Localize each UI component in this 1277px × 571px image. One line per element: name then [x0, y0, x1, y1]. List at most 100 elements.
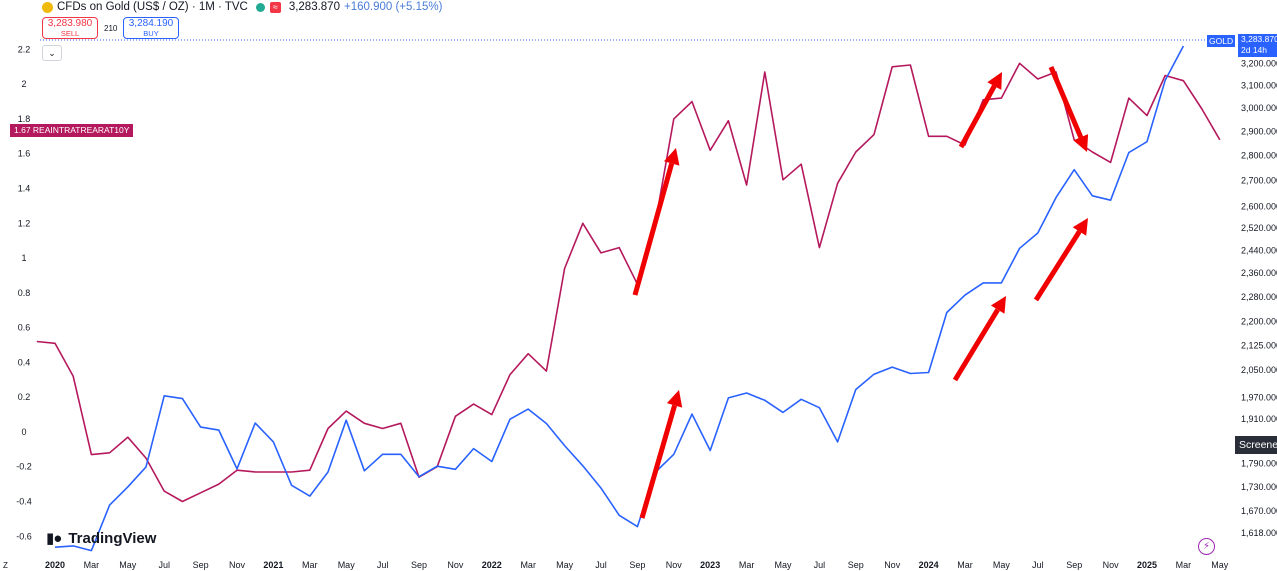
chevron-down-icon[interactable]: ⌄: [42, 45, 62, 61]
left-tick-label: -0.4: [16, 497, 32, 507]
time-tick-label: 2021: [263, 560, 283, 570]
time-tick-label: Mar: [1176, 560, 1192, 570]
annotation-layer: [632, 66, 1089, 519]
spread-value: 210: [104, 24, 118, 33]
annotation-arrow-up: [632, 148, 680, 296]
left-tick-label: 0.6: [18, 323, 31, 333]
left-tick-label: 2.2: [18, 44, 31, 54]
time-axis[interactable]: 2020 Mar May Jul Sep Nov 2021 Mar May Jul Sep Nov 20…: [45, 560, 1229, 570]
right-tick-label: 1,730.000: [1241, 482, 1277, 492]
right-tick-label: 2,800.000: [1241, 151, 1277, 161]
right-tick-label: 1,970.000: [1241, 393, 1277, 403]
right-tick-label: 2,440.000: [1241, 245, 1277, 255]
screener-button[interactable]: Screener: [1235, 436, 1277, 454]
gold-coin-icon: [42, 1, 53, 13]
left-tick-label: 1.8: [18, 114, 31, 124]
time-tick-label: Nov: [666, 560, 683, 570]
gold-series-line: [54, 45, 1185, 552]
gold-price-value: 3,283.870: [1241, 34, 1277, 44]
right-tick-label: 2,360.000: [1241, 268, 1277, 278]
right-tick-label: 2,600.000: [1241, 202, 1277, 212]
right-tick-label: 1,670.000: [1241, 506, 1277, 516]
right-tick-label: 3,100.000: [1241, 81, 1277, 91]
time-tick-label: May: [774, 560, 792, 570]
time-tick-label: Jul: [1032, 560, 1044, 570]
time-tick-label: 2023: [700, 560, 720, 570]
time-tick-label: May: [119, 560, 137, 570]
sell-button[interactable]: 3,283.980 SELL: [42, 17, 98, 39]
right-axis[interactable]: 3,200.000 3,100.000 3,000.000 2,900.000 2,80…: [1241, 59, 1277, 538]
annotation-arrow-up: [958, 72, 1002, 149]
annotation-arrow-down: [1048, 66, 1089, 152]
time-tick-label: Nov: [884, 560, 901, 570]
time-tick-label: 2022: [482, 560, 502, 570]
left-tick-label: 1.2: [18, 218, 31, 228]
logo-text: TradingView: [68, 529, 157, 547]
time-tick-label: Nov: [447, 560, 464, 570]
left-tick-label: 1: [21, 253, 26, 263]
left-tick-label: -0.2: [16, 462, 32, 472]
series-layer: [36, 45, 1221, 552]
right-tick-label: 2,900.000: [1241, 126, 1277, 136]
time-tick-label: 2020: [45, 560, 65, 570]
left-tick-label: 0: [21, 427, 26, 437]
time-tick-label: Mar: [739, 560, 755, 570]
sell-label: SELL: [60, 29, 80, 38]
buy-price: 3,284.190: [128, 18, 174, 29]
time-tick-label: Mar: [957, 560, 973, 570]
time-tick-label: May: [338, 560, 356, 570]
gold-countdown: 2d 14h: [1241, 45, 1267, 55]
time-tick-label: Sep: [193, 560, 209, 570]
time-tick-label: Jul: [595, 560, 607, 570]
right-tick-label: 2,700.000: [1241, 176, 1277, 186]
left-tick-label: 1.6: [18, 149, 31, 159]
right-tick-label: 1,910.000: [1241, 414, 1277, 424]
gold-price-tag: 3,283.870 2d 14h: [1238, 34, 1277, 57]
time-tick-label: Sep: [411, 560, 427, 570]
time-tick-label: Mar: [84, 560, 100, 570]
sell-price: 3,283.980: [47, 18, 93, 29]
realtime-badge: ≈: [269, 1, 281, 13]
real-rate-value-tag: 1.67 REAINTRATREARAT10Y: [10, 124, 134, 137]
right-tick-label: 2,050.000: [1241, 365, 1277, 375]
right-tick-label: 2,520.000: [1241, 223, 1277, 233]
left-axis: 2.2 2 1.8 1.6 1.4 1.2 1 0.8 0.6 0.4 0.2 0 -0.2 -0.4 -0…: [16, 44, 32, 541]
right-tick-label: 1,790.000: [1241, 458, 1277, 468]
left-tick-label: -0.6: [16, 531, 32, 541]
symbol-header[interactable]: CFDs on Gold (US$ / OZ) · 1M · TVC ≈ 3,2…: [42, 0, 442, 14]
right-tick-label: 3,000.000: [1241, 103, 1277, 113]
time-tick-label: Mar: [302, 560, 318, 570]
gold-symbol-tag: GOLD: [1207, 35, 1236, 47]
buy-button[interactable]: 3,284.190 BUY: [123, 17, 179, 39]
tradingview-logo-icon: ▮●: [46, 530, 62, 547]
time-tick-label: Mar: [520, 560, 536, 570]
symbol-title[interactable]: CFDs on Gold (US$ / OZ) · 1M · TVC: [57, 1, 248, 13]
buy-label: BUY: [143, 29, 159, 38]
annotation-arrow-up: [1033, 218, 1088, 302]
real-rate-series-line: [36, 62, 1221, 503]
time-tick-label: Sep: [629, 560, 645, 570]
time-tick-label: May: [556, 560, 574, 570]
right-tick-label: 3,200.000: [1241, 59, 1277, 69]
z-label: Z: [3, 561, 8, 570]
right-tick-label: 2,200.000: [1241, 317, 1277, 327]
time-tick-label: Jul: [377, 560, 389, 570]
time-tick-label: May: [993, 560, 1011, 570]
last-price: 3,283.870: [288, 1, 340, 13]
right-tick-label: 2,125.000: [1241, 340, 1277, 350]
market-open-dot-icon: [255, 2, 265, 12]
time-tick-label: Sep: [848, 560, 864, 570]
tradingview-logo[interactable]: ▮● TradingView: [46, 529, 157, 548]
left-tick-label: 0.8: [18, 288, 31, 298]
price-change: +160.900 (+5.15%): [343, 1, 443, 13]
lightning-icon[interactable]: ⚡: [1198, 538, 1215, 555]
time-tick-label: May: [1211, 560, 1229, 570]
time-tick-label: Jul: [814, 560, 826, 570]
time-tick-label: Nov: [1103, 560, 1120, 570]
right-tick-label: 2,280.000: [1241, 292, 1277, 302]
left-tick-label: 0.2: [18, 392, 31, 402]
left-tick-label: 2: [21, 79, 26, 89]
right-tick-label: 1,618.000: [1241, 528, 1277, 538]
time-tick-label: Jul: [158, 560, 170, 570]
